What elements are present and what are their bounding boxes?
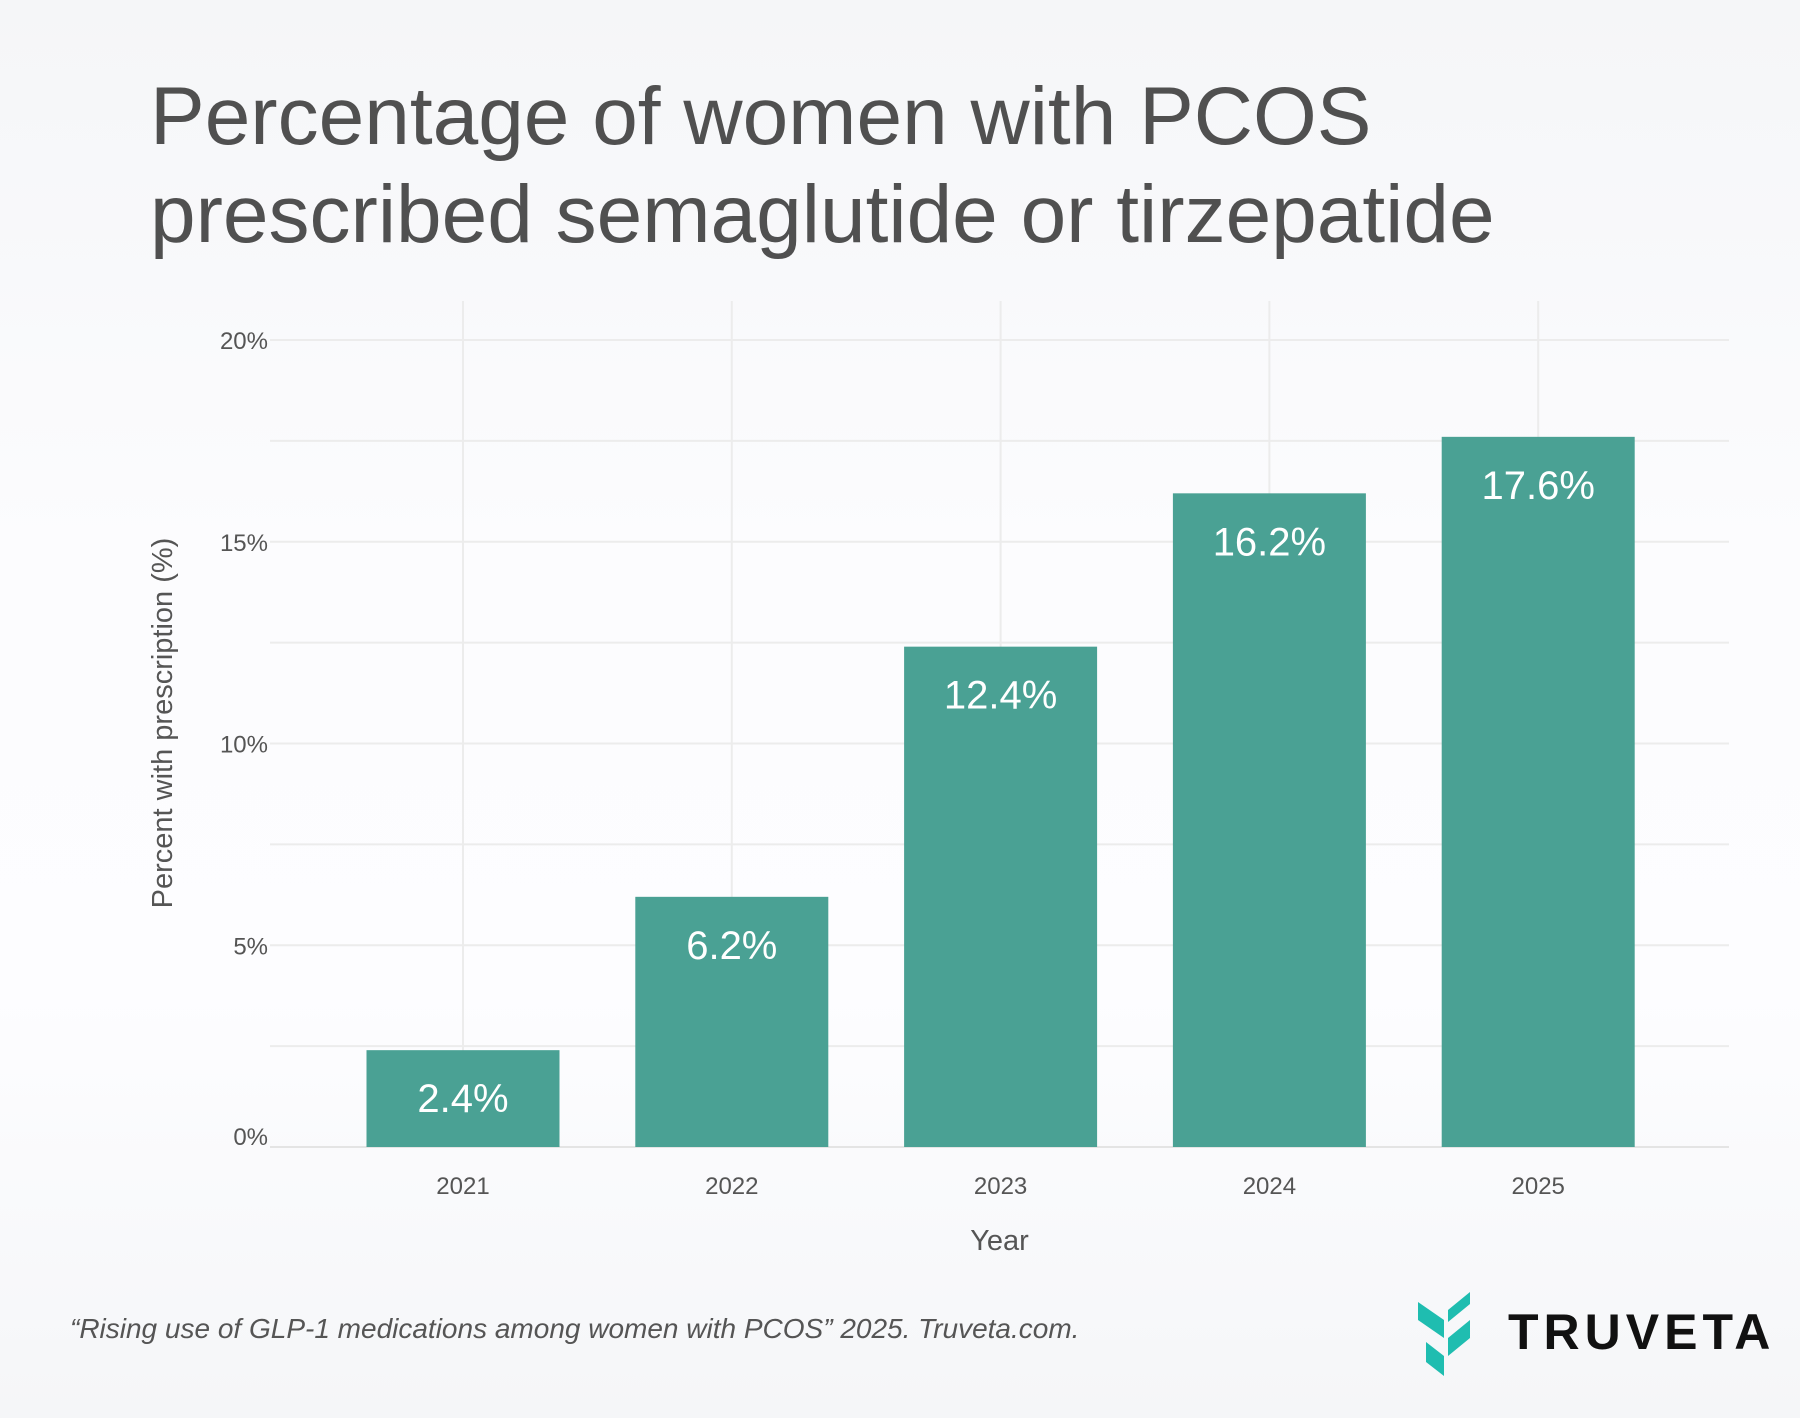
y-tick-label: 0%	[233, 1124, 268, 1151]
logo-text: TRUVETA	[1508, 1304, 1776, 1360]
x-tick-label: 2023	[974, 1173, 1027, 1200]
truveta-leaf-icon	[1418, 1292, 1470, 1376]
bar-2024	[1172, 493, 1366, 1148]
x-tick-label: 2022	[705, 1173, 758, 1200]
y-tick-label: 20%	[220, 328, 268, 355]
y-tick-label: 10%	[220, 732, 268, 759]
bar-2021	[366, 1050, 560, 1147]
data-label: 2.4%	[417, 1077, 508, 1121]
bar-2022	[635, 896, 829, 1147]
bar-2023	[904, 646, 1098, 1147]
data-label: 6.2%	[686, 924, 777, 968]
y-axis-title: Percent with prescription (%)	[147, 538, 179, 909]
x-tick-label: 2021	[436, 1173, 489, 1200]
chart-title: Percentage of women with PCOS prescribed…	[150, 68, 1495, 264]
y-tick-label: 5%	[233, 933, 268, 960]
y-tick-label: 15%	[220, 530, 268, 557]
truveta-logo: TRUVETA	[1418, 1286, 1775, 1378]
source-citation: “Rising use of GLP-1 medications among w…	[70, 1313, 1080, 1344]
x-tick-label: 2025	[1512, 1173, 1565, 1200]
title-line-2: prescribed semaglutide or tirzepatide	[150, 169, 1495, 260]
x-axis-title: Year	[970, 1225, 1029, 1257]
data-label: 16.2%	[1213, 520, 1326, 564]
title-line-1: Percentage of women with PCOS	[150, 71, 1372, 162]
data-label: 17.6%	[1481, 464, 1594, 508]
x-tick-label: 2024	[1243, 1173, 1296, 1200]
data-label: 12.4%	[944, 674, 1057, 718]
bar-2025	[1441, 436, 1635, 1148]
